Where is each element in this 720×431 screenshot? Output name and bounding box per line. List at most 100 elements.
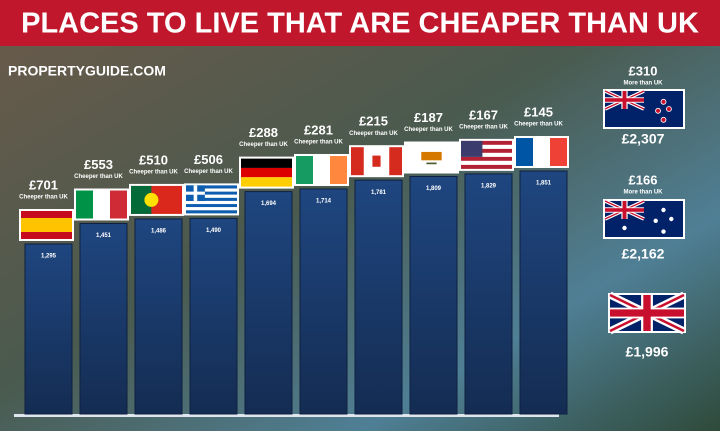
difference-note: Cheeper than UK <box>514 122 563 128</box>
source: PROPERTYGUIDE.COM <box>8 63 166 79</box>
comparison-note: More than UK <box>624 190 664 196</box>
bar <box>24 243 73 415</box>
value-label: 1,781 <box>371 190 387 196</box>
flag-part <box>461 152 512 157</box>
difference-note: Cheeper than UK <box>129 169 178 175</box>
flag-part <box>186 207 237 211</box>
value-label: 1,486 <box>151 228 167 234</box>
flag-part <box>93 190 110 219</box>
flag-part <box>186 188 237 192</box>
value-label: 1,694 <box>261 201 277 207</box>
difference-label: £145 <box>524 104 553 119</box>
flag-part <box>330 155 347 184</box>
flag-part <box>660 98 667 105</box>
flag-part <box>550 138 567 166</box>
flag <box>608 291 686 335</box>
flag-part <box>313 155 330 184</box>
flag-part <box>351 147 364 176</box>
comparison-difference: £310 <box>629 63 658 78</box>
uk-value: £1,996 <box>626 344 669 360</box>
difference-note: Cheeper than UK <box>74 174 123 180</box>
flag-part <box>186 185 237 189</box>
flag-part <box>605 98 644 102</box>
value-label: 1,490 <box>206 228 222 234</box>
flag-part <box>421 151 442 161</box>
flag-part <box>110 190 127 219</box>
flag-part <box>669 216 674 222</box>
flag-part <box>131 185 152 214</box>
flag-part <box>461 144 512 149</box>
difference-note: Cheeper than UK <box>294 140 343 146</box>
difference-label: £167 <box>469 107 498 122</box>
flag-part <box>372 155 381 167</box>
flag <box>459 138 514 171</box>
chart-title: PLACES TO LIVE THAT ARE CHEAPER THAN UK <box>21 8 699 40</box>
flag-part <box>21 217 72 232</box>
flag <box>294 153 349 186</box>
difference-note: Cheeper than UK <box>404 127 453 133</box>
flag-part <box>622 225 627 231</box>
flag-part <box>186 194 237 198</box>
flag <box>239 156 294 189</box>
difference-label: £187 <box>414 110 443 125</box>
flag-part <box>426 162 437 165</box>
comparison-note: More than UK <box>624 81 664 87</box>
flag-part <box>661 229 666 234</box>
flag-part <box>186 204 237 208</box>
flag-part <box>241 158 292 168</box>
baseline <box>14 414 559 417</box>
difference-label: £281 <box>304 122 333 137</box>
flag-part <box>461 164 512 169</box>
value-label: 1,851 <box>536 181 552 187</box>
difference-note: Cheeper than UK <box>349 131 398 137</box>
bar <box>134 218 183 415</box>
difference-label: £701 <box>29 177 58 192</box>
flag-part <box>461 140 483 157</box>
difference-label: £510 <box>139 152 168 167</box>
flag-part <box>516 138 533 166</box>
flag-part <box>144 192 159 207</box>
bar <box>299 188 348 415</box>
value-label: 1,451 <box>96 233 112 239</box>
flag-part <box>533 138 550 166</box>
flag-part <box>661 207 666 213</box>
flag-part <box>76 190 93 219</box>
difference-label: £215 <box>359 114 388 129</box>
difference-note: Cheeper than UK <box>184 169 233 175</box>
flag <box>19 208 74 241</box>
flag-part <box>610 309 684 317</box>
flag <box>129 183 184 216</box>
flag-part <box>605 208 644 212</box>
flag-part <box>296 155 313 184</box>
difference-note: Cheeper than UK <box>459 124 508 130</box>
flag-part <box>186 197 237 201</box>
value-label: 1,295 <box>41 254 57 260</box>
flag-part <box>666 106 672 112</box>
flag <box>184 183 239 216</box>
flag <box>603 199 685 239</box>
difference-label: £288 <box>249 125 278 140</box>
title-bar <box>0 0 720 46</box>
flag <box>404 141 459 174</box>
flag-part <box>389 147 402 176</box>
comparison-value: £2,307 <box>622 131 665 147</box>
bar <box>354 179 403 415</box>
flag-part <box>461 140 512 145</box>
flag-part <box>461 148 512 153</box>
difference-note: Cheeper than UK <box>19 195 68 201</box>
flag-part <box>461 160 512 165</box>
difference-note: Cheeper than UK <box>239 142 288 148</box>
bar <box>519 170 568 415</box>
value-label: 1,714 <box>316 199 332 205</box>
flag-part <box>461 156 512 161</box>
flag <box>603 89 685 129</box>
flag-part <box>186 200 237 205</box>
flag-part <box>241 177 292 187</box>
bar <box>409 176 458 415</box>
bar <box>244 191 293 415</box>
value-label: 1,809 <box>426 186 442 192</box>
flag <box>349 145 404 178</box>
flag-part <box>241 167 292 178</box>
flag-part <box>655 107 661 114</box>
comparison-value: £2,162 <box>622 246 665 262</box>
